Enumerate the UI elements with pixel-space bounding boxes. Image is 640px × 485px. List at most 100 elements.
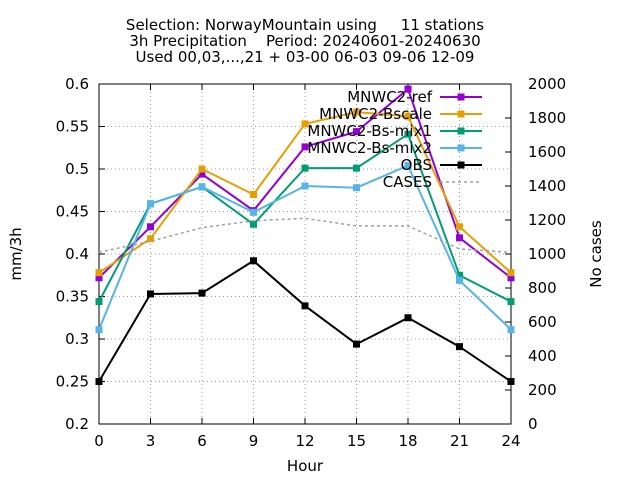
y2-tick-label: 1200 (528, 211, 566, 229)
y2-tick-label: 1600 (528, 143, 566, 161)
y2-tick-label: 600 (528, 313, 557, 331)
y2-tick-label: 1400 (528, 177, 566, 195)
data-point (507, 378, 515, 385)
legend-label: MNWC2-Bscale (319, 105, 432, 123)
y-tick-label: 0.35 (56, 288, 89, 306)
legend-marker (457, 161, 465, 169)
y2-tick-label: 400 (528, 347, 557, 365)
chart-title: Selection: NorwayMountain using 11 stati… (126, 16, 484, 66)
legend-marker (457, 144, 465, 152)
data-point (301, 164, 309, 172)
data-point (353, 128, 360, 136)
data-point (456, 234, 463, 242)
series-cases (98, 217, 512, 254)
legend: MNWC2-refMNWC2-BscaleMNWC2-Bs-mix1MNWC2-… (307, 88, 482, 191)
data-point (456, 271, 463, 279)
x-tick-label: 15 (347, 432, 366, 450)
y-tick-label: 0.3 (65, 330, 89, 348)
series-mnwc2-bscale (95, 108, 515, 277)
legend-label: MNWC2-ref (347, 88, 432, 106)
y-tick-label: 0.4 (65, 245, 89, 263)
data-point (456, 276, 463, 284)
y2-tick-label: 1800 (528, 109, 566, 127)
y2-tick-label: 0 (528, 415, 538, 433)
y2-tick-label: 1000 (528, 245, 566, 263)
data-point (147, 235, 154, 243)
data-point (301, 143, 309, 151)
title-line-3: Used 00,03,...,21 + 03-00 06-03 09-06 12… (136, 48, 475, 66)
data-point (95, 269, 103, 277)
x-tick-label: 12 (295, 432, 314, 450)
y-tick-label: 0.6 (65, 75, 89, 93)
legend-marker (457, 93, 465, 101)
data-point (507, 269, 515, 277)
legend-label: CASES (383, 173, 432, 191)
legend-label: MNWC2-Bs-mix2 (307, 139, 432, 157)
series-mnwc2-bs-mix2 (95, 162, 515, 334)
data-point (250, 220, 257, 228)
y2-axis-label: No cases (587, 220, 605, 288)
data-point (147, 223, 154, 231)
data-point (147, 200, 154, 208)
data-point (353, 108, 360, 116)
data-point (507, 274, 515, 282)
data-point (301, 302, 309, 310)
y2-tick-label: 800 (528, 279, 557, 297)
x-tick-label: 3 (146, 432, 156, 450)
data-point (198, 165, 206, 173)
data-point (301, 120, 309, 128)
data-point (198, 170, 206, 178)
data-point (250, 257, 257, 265)
x-tick-label: 18 (398, 432, 417, 450)
x-axis-label: Hour (287, 457, 324, 475)
data-point (95, 326, 103, 334)
title-line-1: Selection: NorwayMountain using 11 stati… (126, 16, 484, 34)
axes: 0 3 6 9 12 15 18 21 24 0.2 0.25 0.3 0.35 0.4 0.45 0.5 0.… (7, 75, 605, 475)
x-tick-label: 0 (94, 432, 104, 450)
grid (99, 84, 511, 424)
x-tick-label: 9 (249, 432, 259, 450)
data-point (404, 85, 412, 93)
data-point (250, 208, 257, 216)
data-point (404, 162, 412, 170)
data-point (250, 191, 257, 198)
x-tick-label: 21 (450, 432, 469, 450)
series-line (98, 259, 512, 383)
y-tick-label: 0.25 (56, 373, 89, 391)
data-point (198, 183, 206, 191)
data-point (456, 343, 463, 351)
data-point (404, 130, 412, 138)
x-tick-label: 6 (197, 432, 207, 450)
legend-label: OBS (401, 156, 432, 174)
legend-label: MNWC2-Bs-mix1 (307, 122, 432, 140)
data-point (404, 314, 412, 322)
data-point (353, 164, 360, 172)
series (95, 85, 515, 385)
y2-tick-label: 2000 (528, 75, 566, 93)
series-line (98, 217, 512, 254)
y2-tick-label: 200 (528, 381, 557, 399)
data-point (147, 290, 154, 298)
y-tick-label: 0.45 (56, 203, 89, 221)
y-axis-label: mm/3h (7, 227, 25, 280)
y-tick-label: 0.55 (56, 118, 89, 136)
data-point (301, 182, 309, 190)
data-point (95, 298, 103, 306)
y-tick-label: 0.5 (65, 160, 89, 178)
legend-marker (457, 110, 465, 118)
data-point (507, 298, 515, 306)
data-point (353, 184, 360, 192)
data-point (198, 289, 206, 297)
series-obs (95, 257, 515, 385)
legend-marker (457, 127, 465, 135)
x-tick-label: 24 (501, 432, 520, 450)
data-point (95, 274, 103, 282)
data-point (404, 112, 412, 120)
data-point (95, 378, 103, 385)
data-point (507, 326, 515, 334)
title-line-2: 3h Precipitation Period: 20240601-202406… (129, 32, 480, 50)
data-point (456, 223, 463, 231)
data-point (353, 340, 360, 348)
